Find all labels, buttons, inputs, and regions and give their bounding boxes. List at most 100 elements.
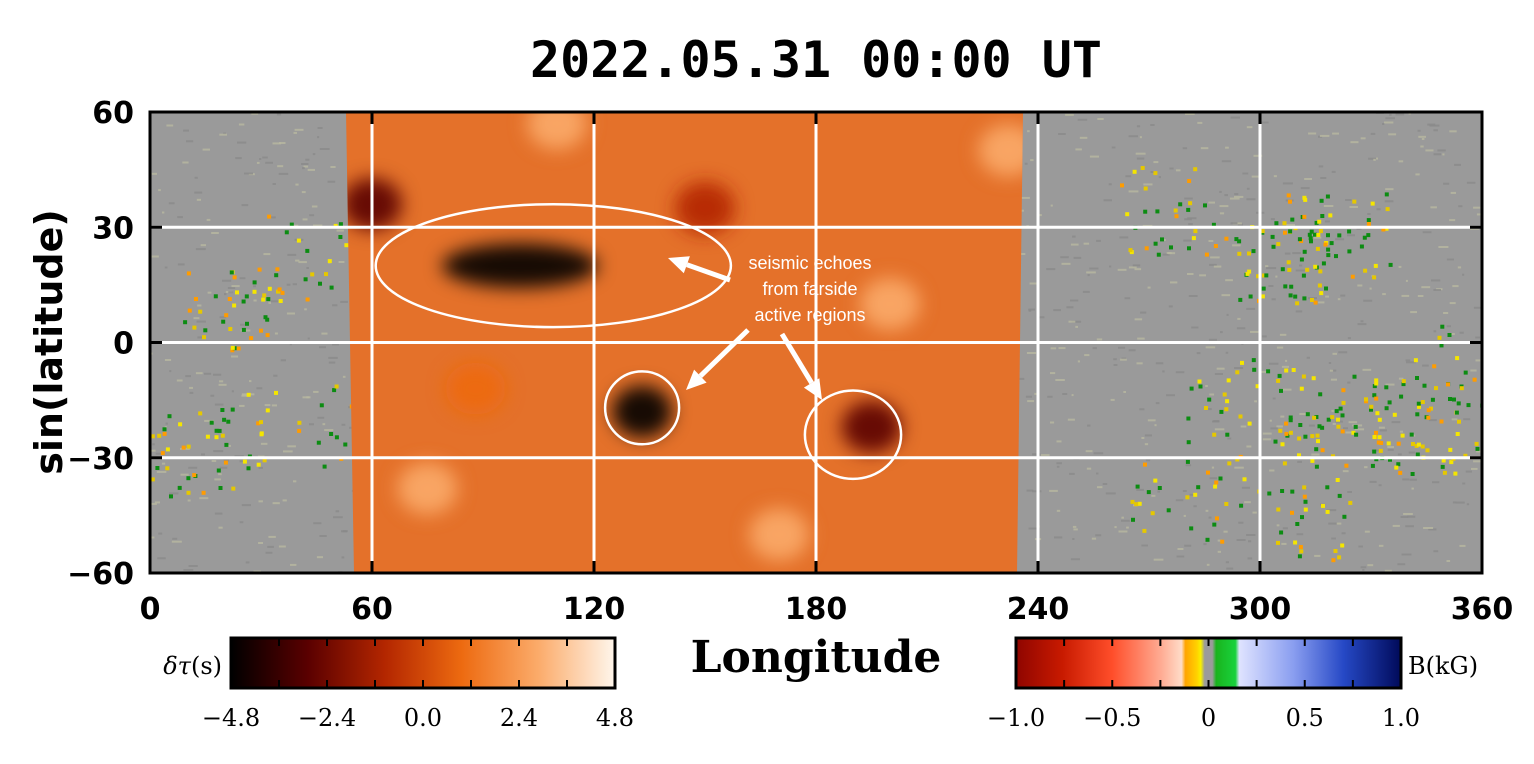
noise-speck: [1119, 236, 1129, 239]
noise-speck: [253, 299, 257, 302]
noise-speck: [1350, 141, 1359, 144]
noise-speck: [304, 308, 307, 311]
magnetic-pixel: [1366, 218, 1371, 223]
magnetic-pixel: [203, 328, 208, 333]
noise-speck: [1200, 147, 1209, 150]
magnetic-pixel: [1326, 417, 1331, 422]
noise-speck: [316, 556, 323, 559]
magnetic-pixel: [1333, 549, 1338, 553]
magnetic-pixel: [1359, 244, 1364, 249]
noise-speck: [1281, 388, 1292, 391]
noise-speck: [1075, 148, 1082, 151]
noise-speck: [1095, 534, 1102, 537]
magnetic-pixel: [1242, 477, 1247, 482]
magnetic-pixel: [1310, 298, 1314, 302]
noise-speck: [1049, 489, 1058, 492]
noise-speck: [1217, 550, 1221, 553]
noise-speck: [1364, 466, 1368, 469]
noise-speck: [1117, 268, 1127, 271]
magnetic-pixel: [202, 335, 206, 340]
noise-speck: [245, 561, 250, 564]
noise-speck: [321, 332, 328, 335]
noise-speck: [223, 132, 226, 135]
magnetic-pixel: [1341, 388, 1346, 393]
magnetic-pixel: [1140, 166, 1145, 170]
magnetic-pixel: [228, 327, 233, 331]
magnetic-pixel: [1381, 227, 1386, 232]
noise-speck: [253, 285, 256, 288]
noise-speck: [293, 480, 297, 483]
magnetic-pixel: [1372, 393, 1377, 398]
noise-speck: [207, 291, 212, 294]
noise-speck: [201, 453, 205, 456]
noise-speck: [1175, 371, 1185, 374]
magnetic-pixel: [1384, 192, 1389, 197]
noise-speck: [1323, 205, 1334, 207]
noise-speck: [152, 443, 155, 446]
magnetic-pixel: [1429, 406, 1433, 411]
magnetic-pixel: [157, 433, 162, 438]
magnetic-pixel: [1224, 236, 1229, 241]
noise-speck: [161, 462, 166, 465]
noise-speck: [1096, 472, 1099, 475]
noise-speck: [340, 300, 348, 303]
noise-speck: [1348, 421, 1358, 424]
magnetic-pixel: [1260, 294, 1265, 299]
noise-speck: [1337, 298, 1341, 301]
magnetic-pixel: [1492, 324, 1496, 328]
noise-speck: [287, 253, 297, 256]
noise-speck: [1086, 467, 1092, 470]
magnetic-pixel: [1463, 370, 1468, 375]
noise-speck: [1183, 514, 1186, 517]
magnetic-pixel: [1203, 203, 1207, 208]
noise-speck: [336, 229, 344, 232]
magnetic-pixel: [162, 427, 167, 432]
noise-speck: [1428, 419, 1437, 422]
noise-speck: [1072, 538, 1075, 540]
noise-speck: [1319, 134, 1330, 137]
magnetic-pixel: [1314, 464, 1319, 469]
magnetic-pixel: [1317, 283, 1322, 288]
magnetic-pixel: [1318, 269, 1323, 274]
noise-speck: [259, 158, 262, 160]
noise-speck: [214, 512, 223, 515]
noise-speck: [1476, 213, 1482, 216]
magnetic-pixel: [256, 421, 261, 426]
noise-speck: [1123, 391, 1126, 393]
magnetic-pixel: [1336, 424, 1341, 429]
magnetic-pixel: [216, 468, 221, 473]
noise-speck: [1405, 279, 1408, 282]
noise-speck: [1432, 481, 1440, 484]
magnetic-pixel: [1430, 397, 1435, 402]
magnetic-pixel: [1251, 358, 1256, 363]
noise-speck: [1210, 256, 1220, 259]
magnetic-pixel: [1220, 539, 1225, 544]
noise-speck: [1083, 242, 1090, 245]
magnetic-pixel: [1388, 262, 1393, 267]
noise-speck: [1246, 126, 1253, 129]
magnetic-pixel: [276, 289, 280, 294]
magnetic-pixel: [1266, 369, 1271, 374]
magnetic-pixel: [1234, 237, 1239, 242]
noise-speck: [1221, 294, 1231, 297]
magnetic-pixel: [1299, 549, 1304, 554]
magnetic-pixel: [1150, 511, 1155, 516]
magnetic-pixel: [1142, 528, 1147, 533]
magnetic-pixel: [1487, 337, 1491, 341]
magnetic-pixel: [1302, 214, 1307, 219]
noise-speck: [1397, 453, 1402, 456]
noise-speck: [1308, 132, 1317, 135]
noise-speck: [1071, 394, 1074, 397]
arrow-head: [803, 378, 822, 400]
magnetic-pixel: [1302, 195, 1307, 200]
noise-speck: [1285, 359, 1288, 362]
noise-speck: [1387, 446, 1394, 449]
magnetic-pixel: [278, 299, 283, 303]
magnetic-pixel: [1387, 400, 1392, 405]
seismic-colorbar-gradient: [229, 636, 617, 690]
magnetic-pixel: [181, 445, 186, 450]
magnetic-pixel: [1347, 229, 1352, 234]
noise-speck: [1437, 149, 1446, 152]
noise-speck: [1224, 194, 1228, 197]
noise-speck: [265, 551, 273, 554]
